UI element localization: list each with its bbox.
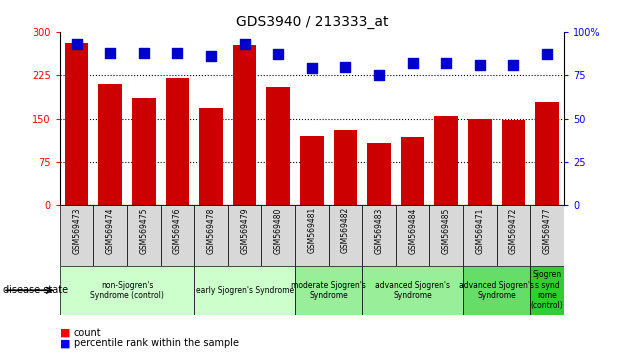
- Text: GSM569479: GSM569479: [240, 207, 249, 253]
- Title: GDS3940 / 213333_at: GDS3940 / 213333_at: [236, 16, 388, 29]
- Bar: [228, 205, 261, 266]
- Point: [72, 41, 82, 47]
- Bar: [496, 205, 530, 266]
- Point: [173, 50, 183, 56]
- Text: advanced Sjogren's
Syndrome: advanced Sjogren's Syndrome: [459, 281, 534, 300]
- Text: early Sjogren's Syndrome: early Sjogren's Syndrome: [195, 286, 294, 295]
- Bar: [362, 205, 396, 266]
- Bar: [60, 205, 93, 266]
- Bar: [463, 266, 530, 315]
- Bar: [295, 266, 362, 315]
- Point: [441, 60, 451, 66]
- Text: non-Sjogren's
Syndrome (control): non-Sjogren's Syndrome (control): [90, 281, 164, 300]
- Bar: [468, 119, 491, 205]
- Bar: [194, 205, 228, 266]
- Point: [105, 50, 115, 56]
- Bar: [166, 78, 189, 205]
- Point: [542, 52, 552, 57]
- Bar: [435, 116, 458, 205]
- Bar: [132, 98, 156, 205]
- Point: [475, 62, 485, 68]
- Text: GSM569472: GSM569472: [509, 207, 518, 253]
- Bar: [530, 266, 564, 315]
- Text: GSM569471: GSM569471: [476, 207, 484, 253]
- Text: moderate Sjogren's
Syndrome: moderate Sjogren's Syndrome: [291, 281, 366, 300]
- Bar: [463, 205, 496, 266]
- Point: [340, 64, 350, 69]
- Point: [374, 73, 384, 78]
- Bar: [530, 205, 564, 266]
- Bar: [367, 143, 391, 205]
- Text: disease state: disease state: [3, 285, 68, 295]
- Text: GSM569482: GSM569482: [341, 207, 350, 253]
- Bar: [430, 205, 463, 266]
- Bar: [127, 205, 161, 266]
- Bar: [199, 108, 223, 205]
- Bar: [266, 87, 290, 205]
- Bar: [536, 102, 559, 205]
- Point: [508, 62, 518, 68]
- Point: [307, 65, 317, 71]
- Text: advanced Sjogren's
Syndrome: advanced Sjogren's Syndrome: [375, 281, 450, 300]
- Bar: [161, 205, 194, 266]
- Bar: [93, 205, 127, 266]
- Point: [273, 52, 284, 57]
- Point: [239, 41, 249, 47]
- Bar: [261, 205, 295, 266]
- Text: GSM569483: GSM569483: [375, 207, 384, 253]
- Text: Sjogren
s synd
rome
(control): Sjogren s synd rome (control): [530, 270, 563, 310]
- Bar: [334, 130, 357, 205]
- Bar: [60, 266, 194, 315]
- Bar: [98, 84, 122, 205]
- Text: ■: ■: [60, 338, 71, 348]
- Text: GSM569478: GSM569478: [207, 207, 215, 253]
- Bar: [194, 266, 295, 315]
- Bar: [233, 45, 256, 205]
- Text: GSM569480: GSM569480: [274, 207, 283, 253]
- Text: GSM569475: GSM569475: [139, 207, 148, 253]
- Point: [139, 50, 149, 56]
- Text: GSM569485: GSM569485: [442, 207, 450, 253]
- Bar: [65, 44, 88, 205]
- Text: GSM569473: GSM569473: [72, 207, 81, 253]
- Bar: [501, 120, 525, 205]
- Text: GSM569477: GSM569477: [542, 207, 551, 253]
- Point: [206, 53, 216, 59]
- Text: GSM569481: GSM569481: [307, 207, 316, 253]
- Text: ■: ■: [60, 328, 71, 338]
- Bar: [300, 136, 324, 205]
- Text: GSM569474: GSM569474: [106, 207, 115, 253]
- Point: [408, 60, 418, 66]
- Bar: [401, 137, 425, 205]
- Bar: [295, 205, 329, 266]
- Bar: [396, 205, 430, 266]
- Bar: [362, 266, 463, 315]
- Text: percentile rank within the sample: percentile rank within the sample: [74, 338, 239, 348]
- Bar: [329, 205, 362, 266]
- Text: GSM569476: GSM569476: [173, 207, 182, 253]
- Text: GSM569484: GSM569484: [408, 207, 417, 253]
- Text: count: count: [74, 328, 101, 338]
